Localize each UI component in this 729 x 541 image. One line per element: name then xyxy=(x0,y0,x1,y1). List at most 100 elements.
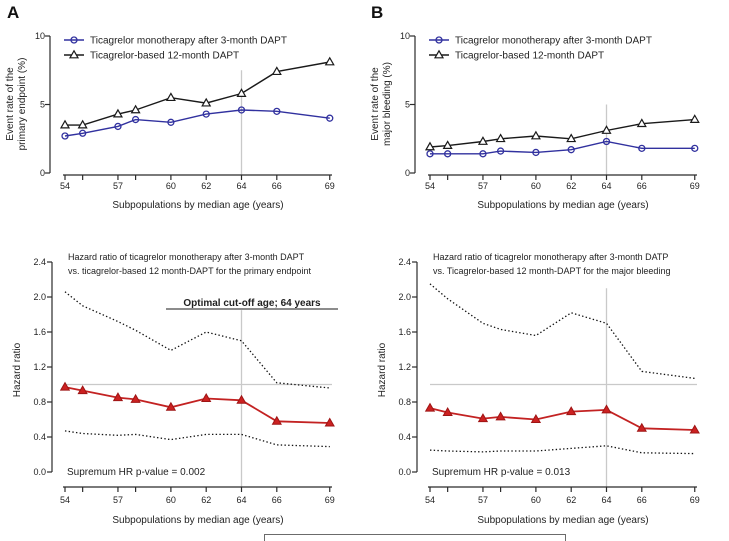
x-tick-label: 69 xyxy=(690,181,700,191)
triangle-filled-marker xyxy=(130,393,141,403)
cutoff-annotation: Optimal cut-off age; 64 years xyxy=(183,298,321,309)
y-tick-label: 0.8 xyxy=(33,397,46,407)
triangle-open-marker xyxy=(201,97,212,107)
y-tick-label: 2.0 xyxy=(398,292,411,302)
triangle-filled-marker xyxy=(77,385,88,395)
triangle-filled-marker xyxy=(424,402,436,412)
triangle-open-marker xyxy=(442,140,453,150)
triangle-open-marker xyxy=(59,119,71,129)
pvalue-label: Supremum HR p-value = 0.002 xyxy=(67,467,206,478)
circle-marker xyxy=(638,144,646,152)
x-tick-label: 57 xyxy=(113,181,123,191)
triangle-filled-marker xyxy=(495,411,506,421)
triangle-filled-marker xyxy=(566,406,577,416)
circle-marker xyxy=(532,148,540,157)
x-tick-label: 60 xyxy=(531,181,541,191)
series-line-1 xyxy=(64,430,330,448)
x-axis xyxy=(428,486,697,492)
x-tick-label: 66 xyxy=(272,495,282,505)
y-axis-title: Event rate of the xyxy=(370,67,381,141)
x-tick-label: 60 xyxy=(166,495,176,505)
x-tick-label: 57 xyxy=(113,495,123,505)
triangle-filled-marker xyxy=(236,394,247,404)
triangle-open-marker xyxy=(324,56,335,66)
circle-marker xyxy=(167,118,175,126)
circle-marker xyxy=(114,122,122,131)
x-tick-label: 64 xyxy=(236,181,246,191)
legend-marker xyxy=(433,49,445,59)
y-axis xyxy=(47,261,53,473)
series-line-1 xyxy=(429,445,695,455)
circle-marker xyxy=(426,150,434,158)
y-axis-title: Hazard ratio xyxy=(12,342,23,397)
circle-marker xyxy=(237,106,246,114)
series-markers-2 xyxy=(59,381,335,427)
y-axis-title: major bleeding (%) xyxy=(382,62,393,146)
circle-marker xyxy=(131,115,140,124)
triangle-open-marker xyxy=(477,136,488,145)
y-tick-label: 1.2 xyxy=(398,362,411,372)
triangle-filled-marker xyxy=(689,424,700,434)
triangle-filled-marker xyxy=(442,406,453,416)
y-tick-label: 0 xyxy=(40,168,45,178)
y-tick-label: 5 xyxy=(405,100,410,110)
x-axis xyxy=(428,174,697,180)
y-tick-label: 0 xyxy=(405,168,410,178)
x-tick-label: 69 xyxy=(325,181,335,191)
y-tick-label: 2.4 xyxy=(398,257,411,267)
circle-marker xyxy=(435,36,443,44)
chart-title-line: vs. Ticagrelor-based 12 month-DAPT for t… xyxy=(433,266,670,276)
x-tick-label: 54 xyxy=(60,495,70,505)
x-axis-title: Subpopulations by median age (years) xyxy=(112,200,283,211)
circle-marker xyxy=(691,144,699,152)
triangle-open-marker xyxy=(566,133,577,143)
triangle-open-marker xyxy=(68,49,80,59)
y-tick-label: 10 xyxy=(400,31,410,41)
x-tick-label: 69 xyxy=(690,495,700,505)
x-tick-label: 69 xyxy=(325,495,335,505)
triangle-filled-marker xyxy=(636,422,647,432)
y-axis-title: primary endpoint (%) xyxy=(17,58,28,151)
y-tick-label: 0.4 xyxy=(398,432,411,442)
circle-marker xyxy=(70,36,78,44)
legend-label: Ticagrelor-based 12-month DAPT xyxy=(455,51,604,62)
triangle-filled-marker xyxy=(601,404,612,414)
y-tick-label: 0.0 xyxy=(33,467,46,477)
x-axis xyxy=(63,174,332,180)
series-line-1 xyxy=(429,118,695,148)
circle-marker xyxy=(326,114,334,122)
legend-marker xyxy=(70,36,78,44)
circle-marker xyxy=(567,146,575,154)
triangle-open-marker xyxy=(236,88,247,97)
chart-event-rate-primary-endpoint: 0 5 10 54 57 60 62 64 66 69 Subpopulations by medi… xyxy=(5,31,335,211)
y-tick-label: 2.0 xyxy=(33,292,46,302)
x-tick-label: 62 xyxy=(201,495,211,505)
series-markers-1 xyxy=(59,56,335,129)
y-tick-label: 10 xyxy=(35,31,45,41)
chart-hazard-ratio-major-bleeding: 0.0 0.4 0.8 1.2 1.6 2.0 2.4 54 57 60 62 64 66 69 Subpo… xyxy=(377,252,700,526)
x-tick-label: 64 xyxy=(601,495,611,505)
circle-marker xyxy=(79,129,87,137)
x-tick-label: 60 xyxy=(166,181,176,191)
triangle-filled-marker xyxy=(59,381,71,391)
x-tick-label: 60 xyxy=(531,495,541,505)
triangle-open-marker xyxy=(433,49,445,59)
circle-marker xyxy=(479,150,487,158)
triangle-open-marker xyxy=(530,130,541,140)
triangle-open-marker xyxy=(271,66,282,76)
y-tick-label: 1.2 xyxy=(33,362,46,372)
y-tick-label: 1.6 xyxy=(398,327,411,337)
triangle-open-marker xyxy=(77,119,88,129)
x-tick-label: 66 xyxy=(637,181,647,191)
x-tick-label: 66 xyxy=(272,181,282,191)
legend-label: Ticagrelor monotherapy after 3-month DAP… xyxy=(455,36,652,47)
triangle-filled-marker xyxy=(271,415,282,425)
x-axis-title: Subpopulations by median age (years) xyxy=(477,200,648,211)
y-axis-title: Hazard ratio xyxy=(377,342,388,397)
circle-marker xyxy=(202,110,210,118)
x-tick-label: 54 xyxy=(425,181,435,191)
triangle-open-marker xyxy=(130,104,141,114)
chart-title-line: Hazard ratio of ticagrelor monotherapy a… xyxy=(68,252,305,262)
chart-hazard-ratio-primary-endpoint: 0.0 0.4 0.8 1.2 1.6 2.0 2.4 54 57 60 62 64 66 69 Subpo… xyxy=(12,252,338,526)
cropped-caption-box xyxy=(264,534,566,541)
